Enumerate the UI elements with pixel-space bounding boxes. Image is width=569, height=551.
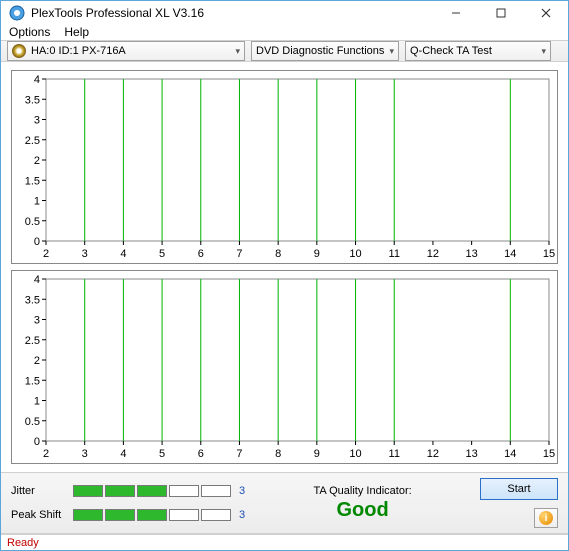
segment [105, 509, 135, 521]
quality-value: Good [336, 499, 388, 522]
svg-text:15: 15 [543, 448, 555, 460]
chart-area: 00.511.522.533.5423456789101112131415 00… [1, 62, 568, 472]
svg-text:13: 13 [465, 448, 477, 460]
svg-text:11: 11 [389, 448, 400, 460]
app-icon [9, 5, 25, 21]
svg-text:8: 8 [275, 248, 281, 260]
svg-text:3: 3 [82, 448, 88, 460]
svg-text:14: 14 [504, 448, 516, 460]
svg-text:2: 2 [43, 248, 49, 260]
svg-text:4: 4 [120, 248, 126, 260]
segment [169, 509, 199, 521]
svg-text:9: 9 [314, 448, 320, 460]
menubar: Options Help [1, 24, 568, 40]
svg-text:12: 12 [427, 248, 439, 260]
test-select[interactable]: Q-Check TA Test ▾ [405, 41, 551, 61]
jitter-bar: 3 [73, 485, 245, 497]
svg-text:12: 12 [427, 448, 439, 460]
status-bar: Ready [1, 534, 568, 550]
svg-text:11: 11 [389, 248, 400, 260]
svg-text:8: 8 [275, 448, 281, 460]
chevron-down-icon: ▾ [537, 46, 546, 57]
segment [73, 485, 103, 497]
svg-text:1.5: 1.5 [25, 175, 40, 187]
svg-text:4: 4 [34, 74, 40, 86]
svg-text:0: 0 [34, 436, 40, 448]
jitter-label: Jitter [11, 485, 73, 497]
chart-bottom: 0 0.5 1 1.5 2 2.5 3 3.5 4 2 3 4 5 6 7 8 9 10 11 12 13 14 15 [11, 270, 558, 464]
titlebar: PlexTools Professional XL V3.16 [1, 1, 568, 24]
window-title: PlexTools Professional XL V3.16 [31, 6, 433, 20]
svg-text:2: 2 [43, 448, 49, 460]
info-icon: i [539, 511, 553, 525]
svg-text:5: 5 [159, 248, 165, 260]
segment [201, 509, 231, 521]
svg-text:7: 7 [236, 248, 242, 260]
chart-top: 0 0.5 1 1.5 2 2.5 3 3.5 4 2 3 4 5 6 7 8 9 10 11 12 13 14 15 [11, 70, 558, 264]
svg-text:3.5: 3.5 [25, 94, 40, 106]
svg-text:7: 7 [236, 448, 242, 460]
svg-text:2: 2 [34, 155, 40, 167]
segment [169, 485, 199, 497]
svg-text:1: 1 [34, 196, 40, 208]
svg-text:4: 4 [34, 274, 40, 286]
disc-icon [12, 44, 26, 58]
function-select-label: DVD Diagnostic Functions [256, 45, 384, 57]
svg-text:15: 15 [543, 248, 555, 260]
chevron-down-icon: ▾ [385, 46, 394, 57]
test-select-label: Q-Check TA Test [410, 45, 492, 57]
peakshift-bar: 3 [73, 509, 245, 521]
toolbar: HA:0 ID:1 PX-716A ▾ DVD Diagnostic Funct… [1, 40, 568, 62]
chevron-down-icon: ▾ [231, 46, 240, 57]
svg-text:9: 9 [314, 248, 320, 260]
svg-text:1: 1 [34, 396, 40, 408]
svg-text:3: 3 [34, 315, 40, 327]
svg-text:0: 0 [34, 236, 40, 248]
svg-text:3: 3 [34, 115, 40, 127]
svg-text:10: 10 [349, 248, 361, 260]
help-button[interactable]: i [534, 508, 558, 528]
menu-help[interactable]: Help [64, 25, 89, 39]
svg-text:6: 6 [198, 448, 204, 460]
start-button[interactable]: Start [480, 478, 558, 500]
svg-text:0.5: 0.5 [25, 216, 40, 228]
svg-text:4: 4 [120, 448, 126, 460]
segment [105, 485, 135, 497]
svg-text:2.5: 2.5 [25, 135, 40, 147]
quality-label: TA Quality Indicator: [313, 485, 411, 497]
segment [201, 485, 231, 497]
svg-text:2: 2 [34, 355, 40, 367]
svg-text:10: 10 [349, 448, 361, 460]
drive-select-label: HA:0 ID:1 PX-716A [31, 45, 126, 57]
svg-text:1.5: 1.5 [25, 375, 40, 387]
close-button[interactable] [523, 1, 568, 24]
svg-text:14: 14 [504, 248, 516, 260]
minimize-button[interactable] [433, 1, 478, 24]
menu-options[interactable]: Options [9, 25, 50, 39]
svg-text:13: 13 [465, 248, 477, 260]
svg-text:5: 5 [159, 448, 165, 460]
drive-select[interactable]: HA:0 ID:1 PX-716A ▾ [7, 41, 245, 61]
svg-text:3: 3 [82, 248, 88, 260]
window-controls [433, 1, 568, 24]
segment [73, 509, 103, 521]
peakshift-label: Peak Shift [11, 509, 73, 521]
results-panel: Jitter Peak Shift 3 3 TA Quality Indicat… [1, 472, 568, 534]
segment [137, 485, 167, 497]
function-select[interactable]: DVD Diagnostic Functions ▾ [251, 41, 399, 61]
svg-text:3.5: 3.5 [25, 294, 40, 306]
segment [137, 509, 167, 521]
svg-text:0.5: 0.5 [25, 416, 40, 428]
svg-text:6: 6 [198, 248, 204, 260]
maximize-button[interactable] [478, 1, 523, 24]
svg-text:2.5: 2.5 [25, 335, 40, 347]
status-text: Ready [7, 537, 39, 549]
